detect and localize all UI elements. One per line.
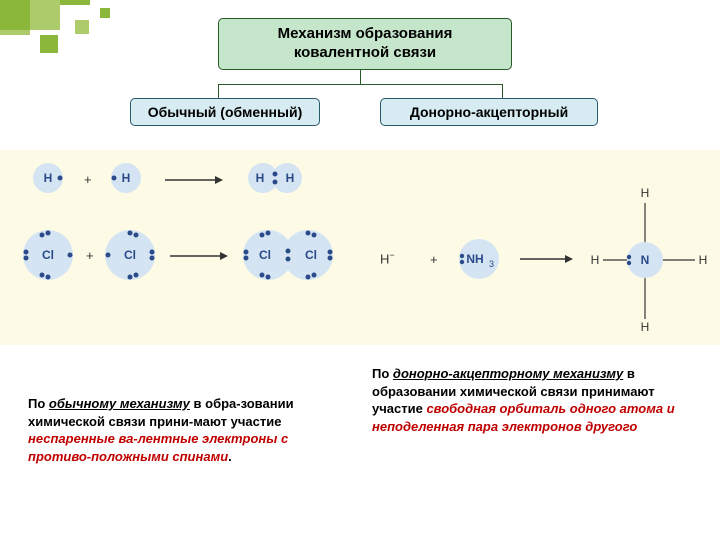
svg-text:H: H (641, 320, 650, 334)
subbox-left: Обычный (обменный) (130, 98, 320, 126)
atom-cl1: Cl (18, 225, 78, 285)
title-line2: ковалентной связи (294, 44, 436, 61)
conn-left-v (218, 84, 219, 98)
title-box: Механизм образования ковалентной связи (218, 18, 512, 70)
svg-text:NH: NH (466, 252, 483, 266)
para-right-mech: донорно-акцепторному механизму (393, 366, 623, 381)
para-right: По донорно-акцепторному механизму в обра… (372, 365, 692, 435)
arrow-1 (165, 174, 225, 186)
subbox-right: Донорно-акцепторный (380, 98, 598, 126)
atom-h1: H (30, 160, 66, 196)
subbox-right-label: Донорно-акцепторный (410, 104, 568, 120)
para-left-red: неспаренные ва-лентные электроны с проти… (28, 431, 288, 464)
plus-1: + (84, 172, 92, 187)
corner-decor (0, 0, 200, 60)
molecule-nh4: N H H H H (585, 185, 715, 335)
svg-text:Cl: Cl (305, 248, 317, 262)
svg-text:H: H (286, 171, 295, 185)
svg-text:H: H (699, 253, 708, 267)
atom-h2: H (108, 160, 144, 196)
arrow-3 (520, 253, 575, 265)
svg-text:H: H (591, 253, 600, 267)
conn-horiz (218, 84, 502, 85)
svg-text:H: H (122, 171, 131, 185)
para-left-pre: По (28, 396, 49, 411)
svg-text:H: H (641, 186, 650, 200)
molecule-cl2: Cl Cl (238, 225, 338, 285)
conn-right-v (502, 84, 503, 98)
plus-3: + (430, 252, 438, 267)
arrow-2 (170, 250, 230, 262)
h-minus-label: H− (380, 250, 395, 266)
subbox-left-label: Обычный (обменный) (148, 104, 303, 120)
para-right-pre: По (372, 366, 393, 381)
svg-text:N: N (641, 253, 650, 267)
svg-text:3: 3 (489, 259, 494, 269)
para-left: По обычному механизму в обра-зовании хим… (28, 395, 338, 465)
molecule-nh3: NH 3 (455, 235, 503, 283)
para-left-end: . (228, 449, 232, 464)
svg-text:H: H (256, 171, 265, 185)
svg-text:Cl: Cl (42, 248, 54, 262)
title-line1: Механизм образования (278, 25, 453, 42)
molecule-h2: H H (245, 160, 305, 196)
plus-2: + (86, 248, 94, 263)
svg-text:H: H (44, 171, 53, 185)
para-left-mech: обычному механизму (49, 396, 190, 411)
svg-text:Cl: Cl (259, 248, 271, 262)
svg-text:Cl: Cl (124, 248, 136, 262)
conn-vert (360, 70, 361, 84)
atom-cl2: Cl (100, 225, 160, 285)
